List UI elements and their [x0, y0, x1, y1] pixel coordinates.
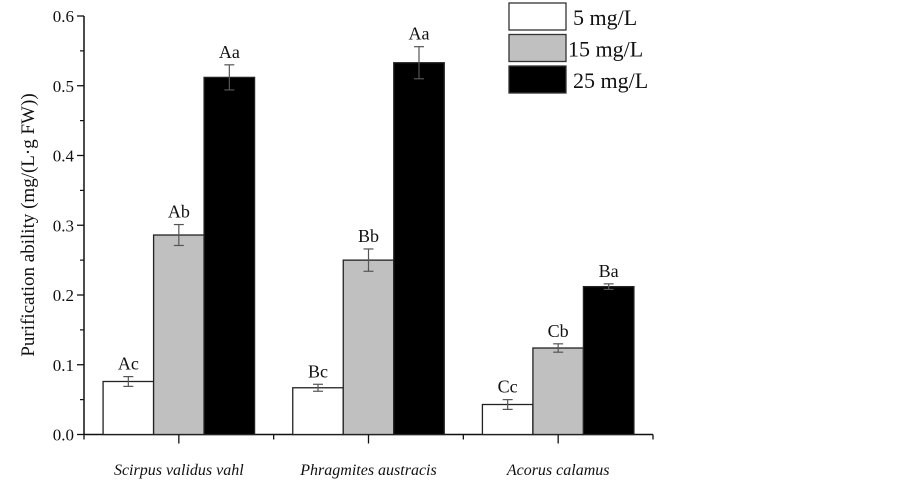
- legend-label: 15 mg/L: [568, 37, 643, 62]
- bar: [393, 62, 445, 436]
- x-tick-label: Scirpus validus vahl: [114, 462, 244, 479]
- data-label: Cc: [498, 377, 518, 397]
- data-label: Ab: [168, 202, 190, 222]
- data-label: Cb: [548, 321, 569, 341]
- y-tick-label: 0.4: [53, 147, 75, 166]
- y-tick-label: 0.2: [53, 286, 74, 305]
- data-label: Ba: [599, 261, 619, 281]
- data-label: Aa: [219, 42, 240, 62]
- x-tick-label: Phragmites austracis: [299, 462, 436, 479]
- legend-label: 5 mg/L: [573, 5, 637, 30]
- legend-swatch: [508, 2, 567, 31]
- bar: [342, 259, 395, 436]
- data-label: Ac: [118, 354, 139, 374]
- y-axis-label: Purification ability (mg/(L·g FW)): [18, 93, 39, 356]
- bar: [102, 380, 155, 436]
- bars: Ac Ab Aa Bc Bb Aa Cc Cb Ba: [102, 24, 635, 436]
- y-tick-label: 0.6: [53, 7, 74, 26]
- legend-swatch: [508, 33, 567, 63]
- y-tick-label: 0.3: [53, 216, 74, 235]
- legend-label: 25 mg/L: [573, 68, 648, 93]
- bar: [582, 285, 635, 436]
- legend: 5 mg/L 15 mg/L 25 mg/L: [508, 2, 648, 94]
- data-label: Aa: [409, 24, 430, 44]
- bar: [152, 234, 205, 436]
- x-tick-label: Acorus calamus: [506, 462, 610, 479]
- bar: [292, 387, 344, 436]
- y-tick-label: 0.1: [53, 356, 74, 375]
- data-label: Bc: [308, 361, 328, 381]
- y-tick-label: 0.5: [53, 77, 74, 96]
- data-label: Bb: [358, 226, 379, 246]
- bar: [203, 76, 256, 436]
- bar: [532, 347, 585, 436]
- legend-swatch: [508, 65, 567, 94]
- y-tick-label: 0.0: [53, 426, 74, 445]
